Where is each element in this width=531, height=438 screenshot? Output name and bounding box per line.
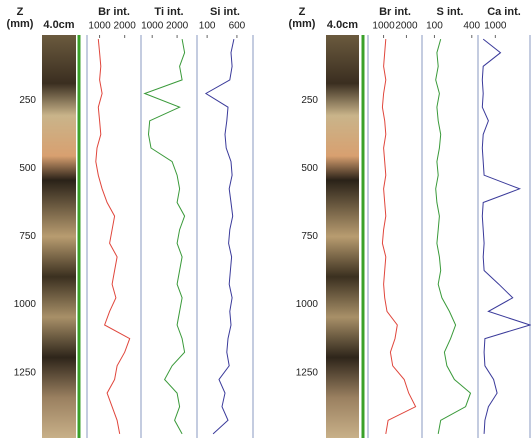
x-tick-label: 100 — [199, 21, 216, 32]
x-tick-label: 1000 — [484, 21, 507, 32]
track-title: Ti int. — [154, 6, 183, 18]
trace — [381, 39, 417, 434]
track-title: S int. — [437, 6, 464, 18]
trace — [204, 38, 235, 435]
core-image — [326, 35, 359, 438]
y-axis-label: (mm) — [7, 18, 34, 30]
y-tick-label: 1250 — [14, 367, 37, 378]
y-tick-label: 1000 — [296, 299, 319, 310]
y-tick-label: 1250 — [296, 367, 319, 378]
trace — [95, 39, 131, 434]
trace — [481, 38, 531, 434]
x-tick-label: 2000 — [395, 21, 418, 32]
track-title: Ca int. — [487, 6, 521, 18]
y-axis-label: Z — [299, 6, 306, 18]
x-tick-label: 1000 — [372, 21, 395, 32]
track-title: Br int. — [98, 6, 130, 18]
y-axis-label: Z — [17, 6, 24, 18]
x-tick-label: 600 — [229, 21, 246, 32]
x-tick-label: 400 — [463, 21, 480, 32]
track-title: Si int. — [210, 6, 240, 18]
x-tick-label: 2000 — [166, 21, 189, 32]
y-tick-label: 1000 — [14, 299, 37, 310]
y-tick-label: 750 — [19, 231, 36, 242]
y-tick-label: 250 — [301, 95, 318, 106]
y-tick-label: 500 — [301, 163, 318, 174]
trace — [143, 39, 186, 435]
core-label: 4.0cm — [43, 19, 74, 31]
core-label: 4.0cm — [327, 19, 358, 31]
x-tick-label: 1000 — [141, 21, 164, 32]
y-tick-label: 750 — [301, 231, 318, 242]
track-title: Br int. — [379, 6, 411, 18]
x-tick-label: 1000 — [88, 21, 111, 32]
y-tick-label: 500 — [19, 163, 36, 174]
x-tick-label: 100 — [426, 21, 443, 32]
core-image — [42, 35, 76, 438]
trace — [435, 38, 472, 434]
y-axis-label: (mm) — [289, 18, 316, 30]
x-tick-label: 2000 — [114, 21, 137, 32]
y-tick-label: 250 — [19, 95, 36, 106]
